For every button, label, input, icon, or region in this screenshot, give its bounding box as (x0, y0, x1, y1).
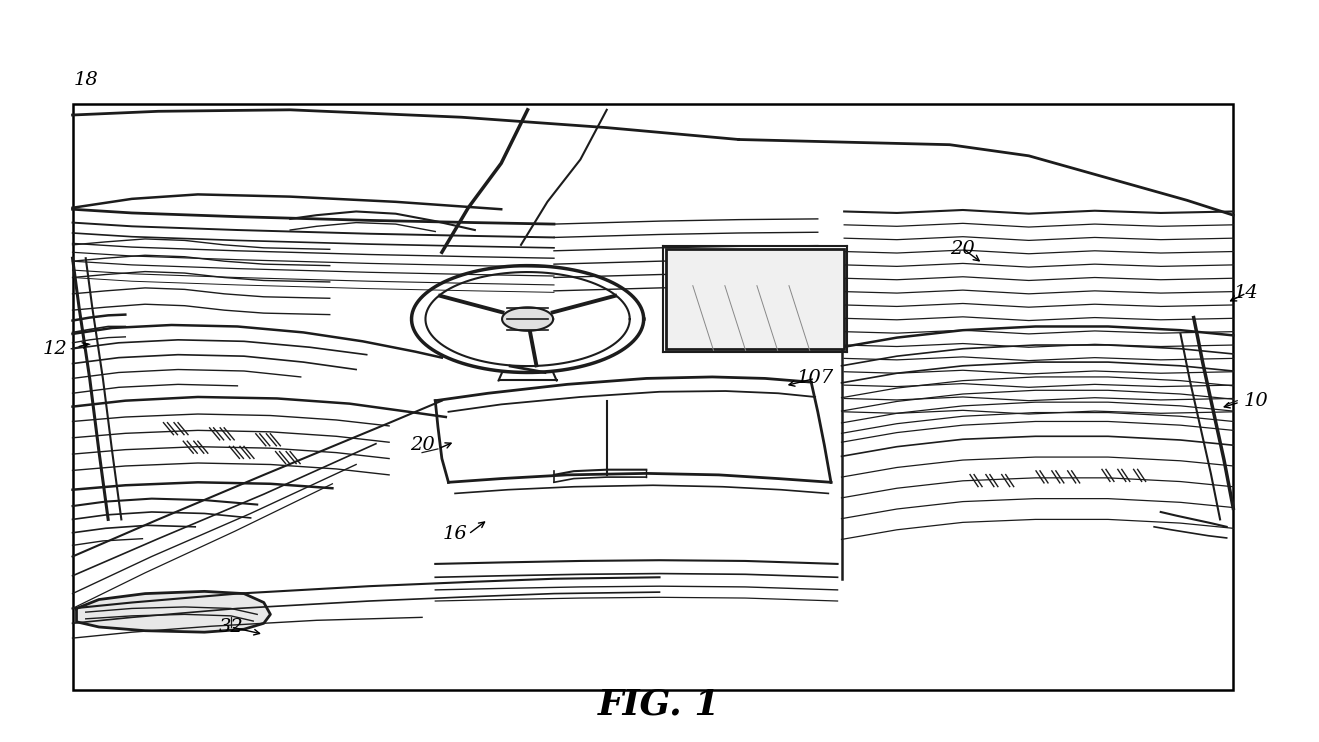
Text: FIG. 1: FIG. 1 (599, 688, 720, 722)
Polygon shape (503, 307, 553, 331)
Text: 107: 107 (797, 370, 834, 387)
Polygon shape (77, 591, 270, 632)
Bar (73, 104, 1233, 690)
Bar (666, 249, 844, 349)
Text: 18: 18 (74, 71, 98, 89)
Text: 12: 12 (44, 340, 67, 358)
Text: 20: 20 (410, 436, 434, 454)
Text: 20: 20 (951, 240, 975, 257)
Text: 16: 16 (443, 525, 467, 543)
Text: 32: 32 (219, 618, 243, 636)
Text: 14: 14 (1235, 284, 1258, 302)
Text: 10: 10 (1244, 392, 1268, 410)
